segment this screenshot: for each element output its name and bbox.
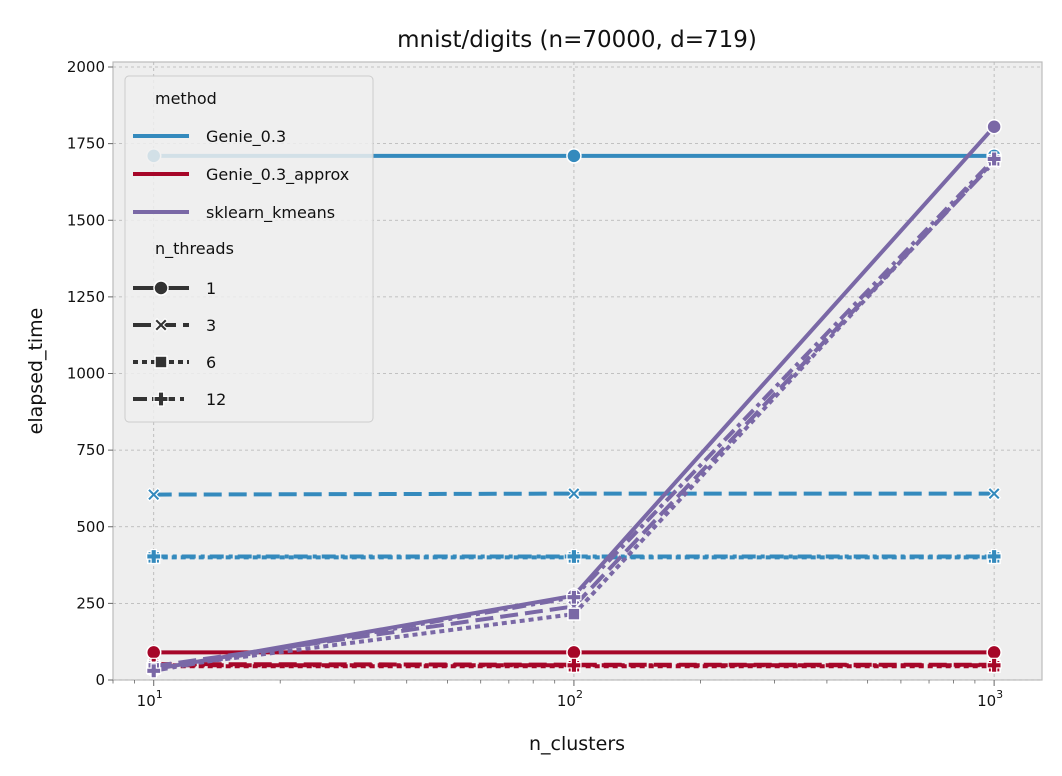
y-tick-label: 1750: [67, 135, 105, 153]
y-tick-label: 1500: [67, 211, 105, 229]
legend-label: 12: [206, 390, 226, 409]
legend-item-sklearn-kmeans: sklearn_kmeans: [133, 203, 335, 223]
data-point: [146, 487, 161, 502]
x-tick-label: 103: [977, 688, 1003, 710]
series-sklearn-kmeans-12-threads: [146, 151, 1002, 679]
x-tick-base: 10: [977, 692, 996, 710]
y-tick-label: 750: [76, 441, 105, 459]
legend-item-genie-0-3: Genie_0.3: [133, 127, 286, 147]
legend-label: 1: [206, 279, 216, 298]
x-tick-label: 102: [557, 688, 583, 710]
data-point: [566, 589, 582, 605]
data-point: [567, 607, 581, 621]
data-point: [566, 548, 582, 565]
data-point: [154, 355, 168, 369]
legend-label: 6: [206, 353, 216, 372]
legend-item-threads-3: 3: [133, 316, 216, 335]
legend-label: Genie_0.3_approx: [206, 165, 349, 185]
data-point: [986, 548, 1002, 565]
data-point: [146, 663, 162, 679]
data-point: [566, 657, 582, 673]
data-point: [153, 280, 169, 296]
data-point: [153, 317, 169, 333]
legend-item-genie-0-3-approx: Genie_0.3_approx: [133, 165, 349, 185]
x-axis: 101 102 103: [112, 680, 1003, 710]
data-point: [153, 391, 169, 407]
data-point: [145, 644, 162, 661]
series-line: [153, 491, 995, 497]
legend-title-n-threads: n_threads: [155, 239, 234, 259]
y-tick-label: 500: [76, 518, 105, 536]
data-point: [986, 486, 1002, 501]
y-axis: 0 250 500 750 1000 1250 1500 1750 2000: [67, 58, 113, 689]
legend-item-threads-1: 1: [133, 279, 216, 298]
data-point: [566, 148, 582, 164]
legend-item-threads-12: 12: [133, 390, 226, 409]
legend-label: Genie_0.3: [206, 127, 286, 147]
x-tick-exponent: 2: [576, 688, 583, 701]
legend-label: 3: [206, 316, 216, 335]
data-point: [986, 657, 1002, 673]
y-tick-label: 0: [95, 671, 105, 689]
chart-title: mnist/digits (n=70000, d=719): [397, 27, 757, 53]
series-group: [145, 119, 1002, 679]
series-genie-0-3-3-threads: [146, 486, 1002, 502]
legend-label: sklearn_kmeans: [206, 203, 335, 223]
y-tick-label: 250: [76, 594, 105, 612]
y-tick-label: 1000: [67, 365, 105, 383]
legend-item-threads-6: 6: [133, 353, 216, 372]
series-genie-0-3-approx-1-threads: [145, 644, 1002, 661]
data-point: [146, 548, 162, 565]
x-tick-base: 10: [137, 692, 156, 710]
y-tick-label: 2000: [67, 58, 105, 76]
legend-title-method: method: [155, 89, 217, 108]
y-tick-label: 1250: [67, 288, 105, 306]
data-point: [986, 644, 1002, 661]
data-point: [566, 486, 582, 501]
x-tick-exponent: 3: [996, 688, 1003, 701]
legend: method Genie_0.3 Genie_0.3_approx sklearn_k…: [124, 75, 374, 423]
legend-box: [124, 75, 374, 423]
data-point: [986, 119, 1002, 135]
x-axis-label: n_clusters: [529, 733, 625, 755]
x-tick-base: 10: [557, 692, 576, 710]
x-tick-label: 101: [137, 688, 163, 710]
y-axis-label: elapsed_time: [25, 308, 47, 435]
x-tick-exponent: 1: [156, 688, 163, 701]
data-point: [986, 151, 1002, 167]
data-point: [566, 644, 582, 661]
series-genie-0-3-12-threads: [146, 548, 1002, 565]
